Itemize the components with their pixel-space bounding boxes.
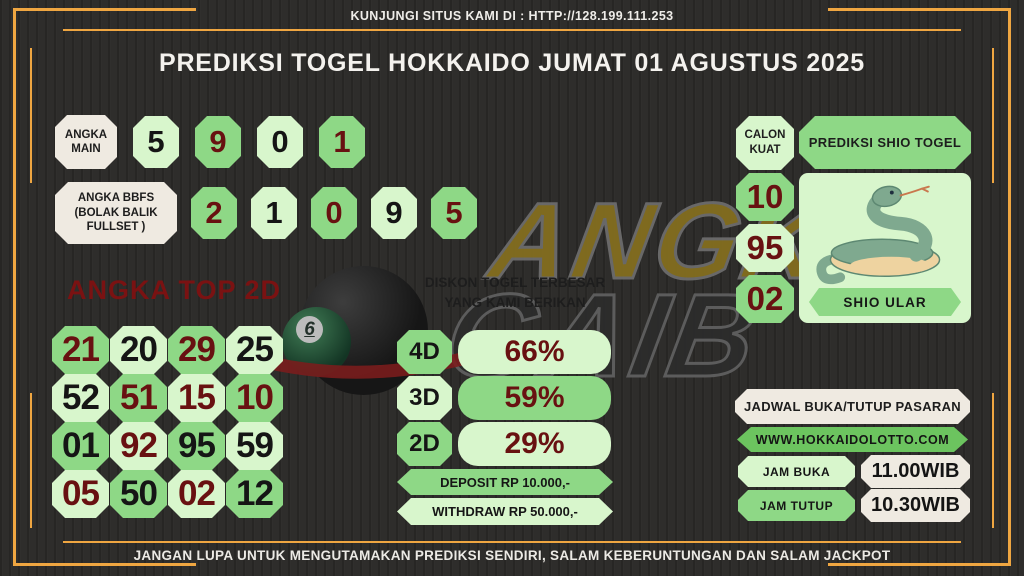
bbfs-row: ANGKA BBFS (BOLAK BALIK FULLSET ) 2 1 0 … [55,182,477,244]
top2d-tile: 52 [52,374,109,422]
top2d-tile: 50 [110,470,167,518]
frame-inner-top-right [992,48,994,183]
angka-main-row: ANGKA MAIN 5 9 0 1 [55,115,365,169]
diskon-label-3d: 3D [397,376,452,420]
jam-tutup-row: JAM TUTUP 10.30WIB [738,489,970,522]
snake-illustration [816,185,941,285]
diskon-label-2d: 2D [397,422,452,466]
angka-main-digit: 0 [257,116,303,168]
page-title: PREDIKSI TOGEL HOKKAIDO JUMAT 01 AGUSTUS… [158,49,866,77]
angka-top-2d-grid: 21 20 29 25 52 51 15 10 01 92 95 59 05 5… [52,326,283,518]
top2d-tile: 12 [226,470,283,518]
diskon-row-3d: 3D 59% [397,376,611,420]
jam-buka-value: 11.00WIB [861,455,970,488]
six-ball-number: 6 [296,316,323,343]
top2d-tile: 25 [226,326,283,374]
jam-buka-label: JAM BUKA [738,456,855,487]
shio-name-pill: SHIO ULAR [809,288,961,316]
bbfs-digit: 0 [311,187,357,239]
jam-buka-row: JAM BUKA 11.00WIB [738,455,970,488]
diskon-title: DISKON TOGEL TERBESAR YANG KAMI BERIKAN [424,275,606,310]
shio-card: SHIO ULAR [799,173,971,323]
jadwal-title: JADWAL BUKA/TUTUP PASARAN [735,389,970,424]
top2d-tile: 92 [110,422,167,470]
frame-bottom-rule [63,541,961,543]
bbfs-digit: 9 [371,187,417,239]
top2d-tile: 21 [52,326,109,374]
diskon-value-4d: 66% [458,330,611,374]
bbfs-digit: 5 [431,187,477,239]
website-banner[interactable]: WWW.HOKKAIDOLOTTO.COM [737,427,968,452]
top2d-tile: 15 [168,374,225,422]
calon-kuat-label: CALON KUAT [736,116,794,170]
bbfs-label: ANGKA BBFS (BOLAK BALIK FULLSET ) [55,182,177,244]
diskon-row-4d: 4D 66% [397,330,611,374]
top-banner: KUNJUNGI SITUS KAMI DI : HTTP://128.199.… [0,9,1024,23]
top2d-tile: 95 [168,422,225,470]
frame-right-line [1008,8,1011,566]
frame-top-left-segment [13,8,196,11]
visit-url-text[interactable]: KUNJUNGI SITUS KAMI DI : HTTP://128.199.… [350,9,674,23]
calon-kuat-number: 95 [736,224,794,272]
angka-main-digit: 1 [319,116,365,168]
frame-inner-bottom-left [30,393,32,528]
angka-top-2d-title: ANGKA TOP 2D [66,275,282,305]
withdraw-banner: WITHDRAW RP 50.000,- [397,498,613,525]
shio-title: PREDIKSI SHIO TOGEL [799,116,971,169]
top2d-tile: 02 [168,470,225,518]
top2d-tile: 05 [52,470,109,518]
footer-text: JANGAN LUPA UNTUK MENGUTAMAKAN PREDIKSI … [133,548,891,563]
jam-tutup-value: 10.30WIB [861,489,970,522]
angka-main-label: ANGKA MAIN [55,115,117,169]
calon-kuat-numbers: 10 95 02 [736,173,794,323]
calon-kuat-number: 02 [736,275,794,323]
top2d-tile: 59 [226,422,283,470]
frame-top-rule [63,29,961,31]
calon-kuat-number: 10 [736,173,794,221]
angka-main-digit: 9 [195,116,241,168]
top2d-tile: 29 [168,326,225,374]
frame-top-right-segment [828,8,1011,11]
jam-tutup-label: JAM TUTUP [738,490,855,521]
bbfs-digit: 2 [191,187,237,239]
frame-inner-bottom-right [992,393,994,528]
diskon-value-3d: 59% [458,376,611,420]
frame-inner-top-left [30,48,32,183]
frame-bottom-right-segment [828,563,1011,566]
top2d-tile: 20 [110,326,167,374]
top2d-tile: 01 [52,422,109,470]
top2d-tile: 51 [110,374,167,422]
diskon-row-2d: 2D 29% [397,422,611,466]
top2d-tile: 10 [226,374,283,422]
diskon-value-2d: 29% [458,422,611,466]
deposit-banner: DEPOSIT RP 10.000,- [397,469,613,495]
angka-main-digit: 5 [133,116,179,168]
bbfs-digit: 1 [251,187,297,239]
diskon-rows: 4D 66% 3D 59% 2D 29% [397,330,611,466]
frame-bottom-left-segment [13,563,196,566]
frame-left-line [13,8,16,566]
diskon-label-4d: 4D [397,330,452,374]
